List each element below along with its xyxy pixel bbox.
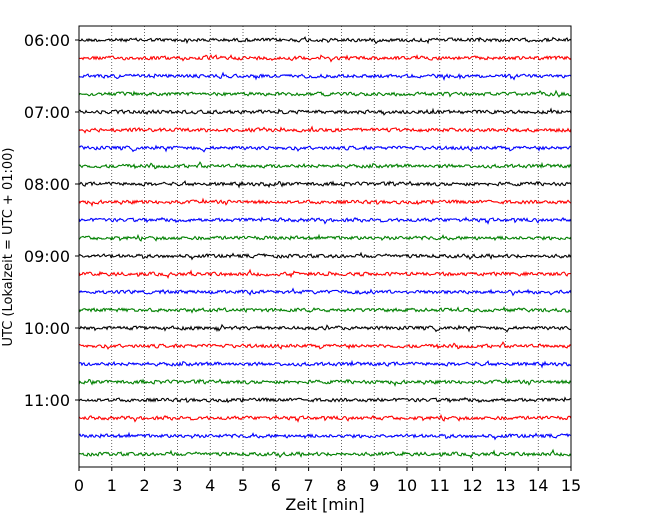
trace-0630 — [78, 71, 572, 81]
y-tick-label: 11:00 — [24, 391, 70, 410]
trace-0815 — [78, 197, 572, 207]
y-tick-label: 09:00 — [24, 247, 70, 266]
trace-0845 — [78, 233, 572, 242]
trace-0915 — [78, 268, 572, 279]
plot-frame — [78, 25, 572, 468]
x-tick-label: 8 — [336, 476, 346, 495]
x-tick-label: 15 — [561, 476, 581, 495]
y-tick-label: 07:00 — [24, 103, 70, 122]
trace-0800 — [78, 180, 572, 189]
trace-group — [78, 36, 572, 459]
x-tick-label: 3 — [172, 476, 182, 495]
x-tick-label: 2 — [140, 476, 150, 495]
trace-0745 — [78, 161, 572, 170]
trace-0945 — [78, 306, 572, 314]
trace-0930 — [78, 287, 572, 297]
trace-1030 — [78, 359, 572, 369]
x-tick-label: 14 — [528, 476, 548, 495]
x-tick-label: 10 — [397, 476, 417, 495]
y-tick-label: 06:00 — [24, 31, 70, 50]
x-tick-label: 4 — [205, 476, 215, 495]
trace-0615 — [78, 54, 572, 63]
y-tick-label: 10:00 — [24, 319, 70, 338]
trace-0600 — [78, 36, 572, 45]
trace-1130 — [78, 431, 572, 441]
trace-1000 — [78, 323, 572, 333]
trace-1045 — [78, 377, 572, 387]
x-tick-label: 12 — [462, 476, 482, 495]
trace-0700 — [78, 107, 572, 116]
x-tick-label: 6 — [271, 476, 281, 495]
y-axis-label: UTC (Lokalzeit = UTC + 01:00) — [1, 148, 16, 347]
trace-0730 — [78, 144, 572, 153]
x-axis: 0 1 2 3 4 5 6 7 8 9 10 11 12 13 14 15 — [74, 467, 581, 495]
x-tick-label: 1 — [107, 476, 117, 495]
y-tick-label: 08:00 — [24, 175, 70, 194]
x-tick-label: 9 — [369, 476, 379, 495]
trace-0830 — [78, 216, 572, 225]
trace-1015 — [78, 341, 572, 350]
trace-1115 — [78, 413, 572, 423]
x-tick-label: 0 — [74, 476, 84, 495]
trace-0715 — [78, 125, 572, 134]
trace-1145 — [78, 448, 572, 459]
x-tick-label: 5 — [238, 476, 248, 495]
trace-0645 — [78, 89, 572, 98]
x-axis-label: Zeit [min] — [285, 495, 364, 514]
trace-1100 — [78, 396, 572, 404]
x-tick-label: 11 — [430, 476, 450, 495]
y-axis: 06:00 07:00 08:00 09:00 10:00 11:00 — [24, 31, 79, 410]
x-tick-label: 7 — [304, 476, 314, 495]
x-tick-label: 13 — [495, 476, 515, 495]
trace-0900 — [78, 251, 572, 261]
